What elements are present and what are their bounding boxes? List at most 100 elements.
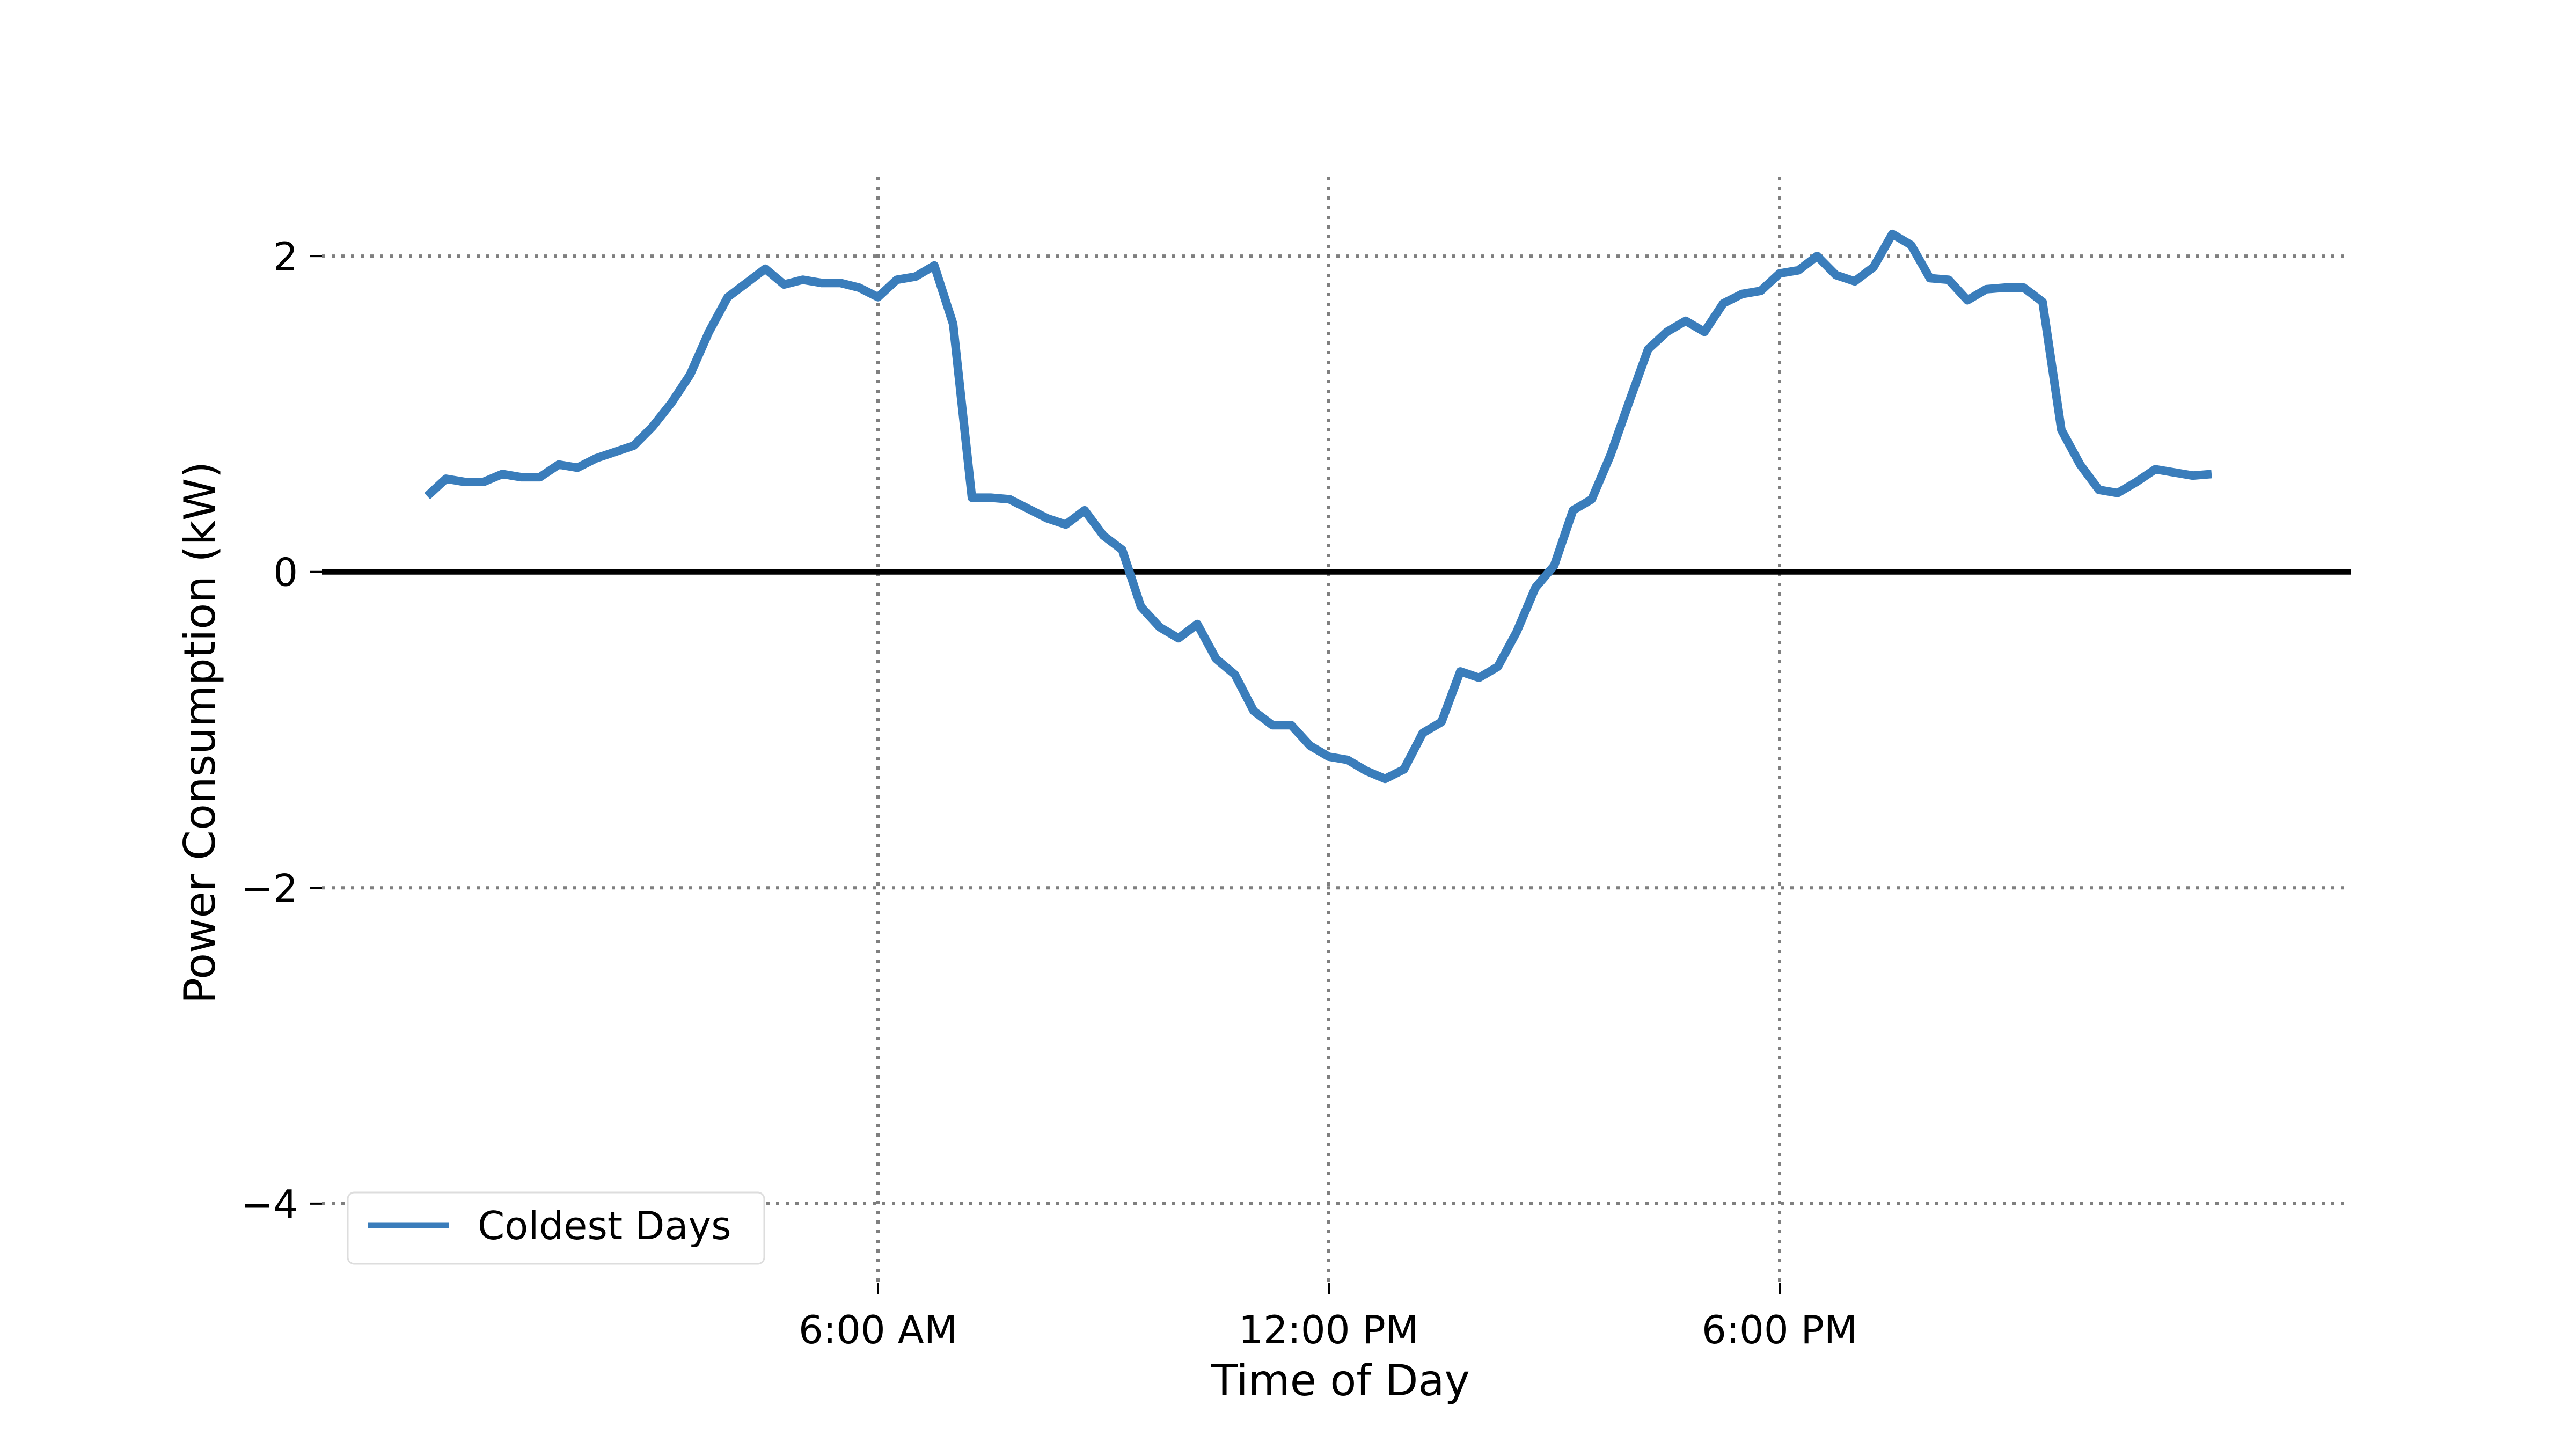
data-point (877, 297, 879, 298)
data-point (1572, 510, 1574, 511)
data-point (1666, 331, 1667, 332)
y-tick-labels: 2 0 −2 −4 (241, 234, 322, 1227)
data-point (1122, 550, 1123, 551)
data-point (1422, 733, 1423, 734)
data-point (596, 458, 597, 459)
data-point (1591, 499, 1592, 500)
data-point (614, 451, 616, 452)
data-point (1610, 455, 1611, 456)
data-point (652, 426, 653, 427)
data-point (539, 477, 540, 478)
data-point (896, 279, 897, 280)
data-point (1535, 587, 1536, 588)
data-point (1798, 270, 1799, 271)
data-point (2174, 472, 2175, 473)
data-point (2023, 287, 2024, 288)
data-point (1291, 724, 1292, 726)
data-point (1479, 677, 1480, 678)
data-point (2117, 493, 2118, 494)
data-point (1835, 275, 1836, 276)
data-point (1629, 401, 1630, 402)
data-point (1967, 300, 1968, 301)
data-point (1328, 756, 1329, 757)
data-point (1516, 632, 1517, 633)
y-tick-label: 2 (273, 234, 298, 279)
x-tick-labels: 6:00 AM 12:00 PM 6:00 PM (799, 1283, 1857, 1352)
data-point (1028, 508, 1029, 509)
y-tick-label: −2 (241, 866, 298, 911)
data-point (1554, 565, 1555, 566)
data-point (1779, 273, 1780, 274)
data-point (671, 402, 672, 404)
y-tick-label: −4 (241, 1182, 298, 1227)
data-point (1140, 606, 1141, 608)
data-point (1403, 769, 1404, 770)
data-point (1084, 510, 1085, 511)
data-point (1272, 724, 1273, 726)
data-point (821, 282, 822, 283)
data-point (2098, 489, 2099, 491)
data-point (1178, 638, 1179, 639)
data-point (765, 268, 766, 269)
legend-frame (347, 1191, 765, 1265)
data-point (1197, 624, 1198, 625)
data-point (427, 496, 428, 497)
data-point (1929, 277, 1930, 279)
data-point (1497, 666, 1498, 667)
data-point (746, 282, 747, 283)
data-point (2061, 429, 2062, 430)
data-point (1009, 499, 1010, 500)
data-point (1986, 289, 1987, 290)
series-group (424, 229, 2212, 784)
data-point (1065, 524, 1066, 525)
data-point (953, 324, 954, 325)
data-point (1911, 245, 1912, 246)
data-point (521, 477, 522, 478)
y-axis-label: Power Consumption (kW) (175, 462, 225, 1004)
x-tick-label: 6:00 AM (799, 1307, 957, 1352)
data-point (1741, 294, 1743, 295)
data-point (1216, 658, 1217, 660)
series-line-coldest-days (424, 229, 2212, 784)
data-point (1685, 320, 1686, 321)
data-point (1253, 711, 1254, 712)
data-point (1046, 518, 1048, 519)
data-point (1648, 349, 1649, 350)
data-point (558, 464, 559, 465)
data-point (915, 276, 916, 277)
data-point (2080, 464, 2081, 465)
data-point (1159, 627, 1160, 628)
data-point (840, 282, 841, 283)
data-point (1460, 671, 1461, 672)
data-point (1760, 290, 1761, 291)
data-point (2004, 287, 2006, 288)
data-point (971, 497, 972, 498)
data-point (990, 497, 991, 498)
data-point (2192, 475, 2193, 476)
data-point (2155, 469, 2156, 470)
data-point (1892, 233, 1893, 235)
data-point (464, 481, 465, 482)
data-point (1873, 267, 1874, 268)
data-point (2042, 302, 2043, 303)
data-point (1103, 535, 1104, 536)
data-point (1441, 721, 1442, 722)
legend: Coldest Days (347, 1191, 765, 1265)
legend-label-coldest-days: Coldest Days (478, 1203, 731, 1248)
data-point (1704, 331, 1705, 332)
data-point (502, 473, 503, 474)
x-tick-label: 12:00 PM (1239, 1307, 1419, 1352)
y-tick-label: 0 (273, 550, 298, 595)
data-point (727, 297, 728, 298)
data-point (1723, 303, 1724, 304)
data-point (690, 374, 691, 375)
data-point (802, 279, 803, 280)
data-point (483, 481, 484, 482)
data-point (1366, 771, 1367, 772)
data-point (1234, 674, 1235, 675)
data-point (577, 467, 578, 469)
data-point (1817, 255, 1818, 257)
data-point (708, 331, 709, 332)
data-point (2136, 481, 2137, 482)
